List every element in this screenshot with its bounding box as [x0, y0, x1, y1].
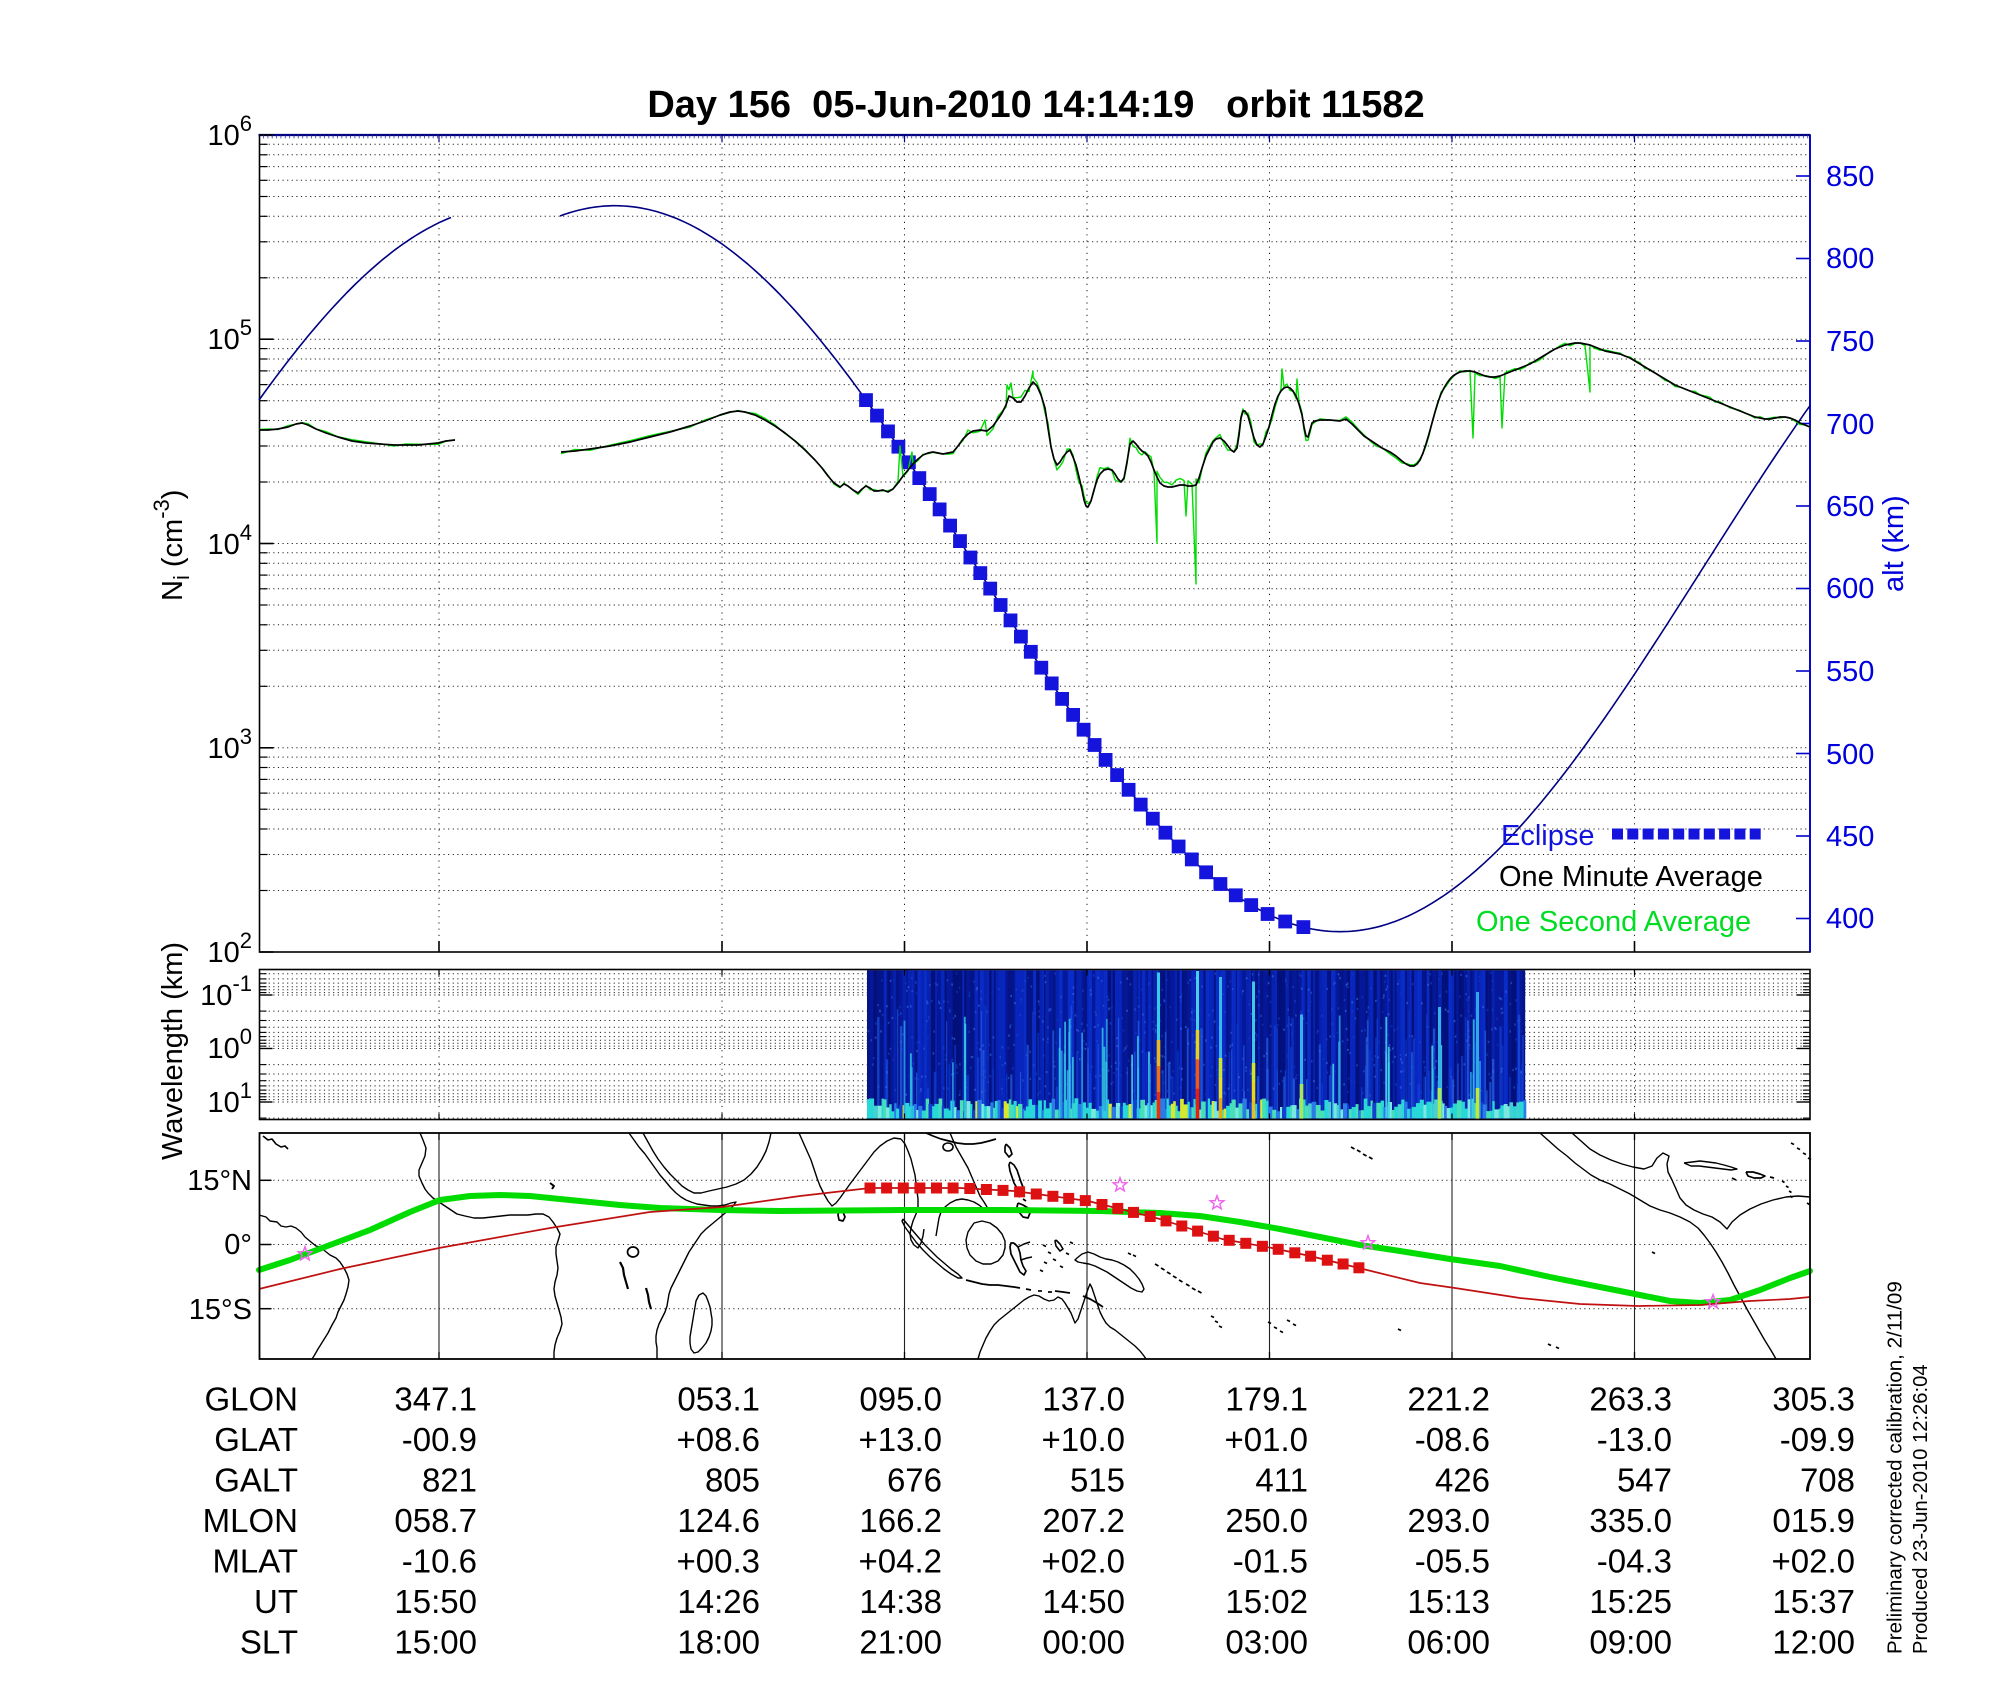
svg-text:Produced 23-Jun-2010 12:26:04: Produced 23-Jun-2010 12:26:04 [1910, 1364, 1932, 1654]
svg-text:305.3: 305.3 [1772, 1381, 1855, 1418]
svg-text:GLON: GLON [204, 1381, 298, 1418]
svg-text:-08.6: -08.6 [1415, 1421, 1490, 1458]
svg-text:Eclipse: Eclipse [1501, 820, 1595, 852]
svg-text:15:37: 15:37 [1772, 1583, 1855, 1620]
svg-text:alt (km): alt (km) [1878, 495, 1910, 592]
svg-text:800: 800 [1826, 243, 1874, 275]
svg-text:250.0: 250.0 [1225, 1502, 1308, 1539]
svg-text:+01.0: +01.0 [1225, 1421, 1309, 1458]
svg-text:207.2: 207.2 [1042, 1502, 1125, 1539]
svg-text:821: 821 [422, 1462, 477, 1499]
svg-text:GLAT: GLAT [214, 1421, 298, 1458]
svg-text:600: 600 [1826, 573, 1874, 605]
svg-text:676: 676 [887, 1462, 942, 1499]
svg-text:14:50: 14:50 [1042, 1583, 1125, 1620]
svg-text:700: 700 [1826, 409, 1874, 441]
svg-text:15:00: 15:00 [394, 1624, 477, 1661]
svg-text:+02.0: +02.0 [1772, 1543, 1856, 1580]
svg-text:15:25: 15:25 [1589, 1583, 1672, 1620]
svg-text:03:00: 03:00 [1225, 1624, 1308, 1661]
svg-text:Day 156 05-Jun-2010 14:14:19: Day 156 05-Jun-2010 14:14:19 orbit 11582 [647, 84, 1424, 126]
svg-text:293.0: 293.0 [1407, 1502, 1490, 1539]
svg-text:Preliminary corrected calibrat: Preliminary corrected calibration, 2/11/… [1884, 1281, 1907, 1654]
svg-text:-10.6: -10.6 [402, 1543, 477, 1580]
svg-text:708: 708 [1800, 1462, 1855, 1499]
svg-text:450: 450 [1826, 821, 1874, 853]
svg-text:650: 650 [1826, 491, 1874, 523]
svg-text:0°: 0° [224, 1229, 252, 1261]
svg-text:+10.0: +10.0 [1042, 1421, 1126, 1458]
svg-text:18:00: 18:00 [677, 1624, 760, 1661]
svg-text:One Minute Average: One Minute Average [1499, 861, 1763, 893]
svg-text:-09.9: -09.9 [1780, 1421, 1855, 1458]
svg-text:15°N: 15°N [187, 1165, 252, 1197]
svg-text:124.6: 124.6 [677, 1502, 760, 1539]
svg-text:MLAT: MLAT [212, 1543, 298, 1580]
svg-text:+08.6: +08.6 [677, 1421, 761, 1458]
svg-text:095.0: 095.0 [859, 1381, 942, 1418]
svg-text:750: 750 [1826, 326, 1874, 358]
svg-text:MLON: MLON [203, 1502, 298, 1539]
svg-text:+04.2: +04.2 [859, 1543, 943, 1580]
svg-text:Wavelength (km): Wavelength (km) [157, 942, 189, 1160]
svg-text:805: 805 [705, 1462, 760, 1499]
svg-text:15:13: 15:13 [1407, 1583, 1490, 1620]
svg-text:15°S: 15°S [189, 1294, 252, 1326]
svg-text:179.1: 179.1 [1225, 1381, 1308, 1418]
svg-text:-13.0: -13.0 [1597, 1421, 1672, 1458]
svg-text:06:00: 06:00 [1407, 1624, 1490, 1661]
svg-text:14:38: 14:38 [859, 1583, 942, 1620]
svg-text:-00.9: -00.9 [402, 1421, 477, 1458]
svg-text:09:00: 09:00 [1589, 1624, 1672, 1661]
svg-text:+13.0: +13.0 [859, 1421, 943, 1458]
svg-text:550: 550 [1826, 656, 1874, 688]
svg-text:137.0: 137.0 [1042, 1381, 1125, 1418]
svg-text:015.9: 015.9 [1772, 1502, 1855, 1539]
svg-text:One Second Average: One Second Average [1476, 906, 1751, 938]
svg-text:+00.3: +00.3 [677, 1543, 761, 1580]
svg-text:053.1: 053.1 [677, 1381, 760, 1418]
svg-text:347.1: 347.1 [394, 1381, 477, 1418]
svg-text:Ni (cm-3): Ni (cm-3) [149, 490, 194, 601]
svg-text:058.7: 058.7 [394, 1502, 477, 1539]
svg-text:UT: UT [254, 1583, 298, 1620]
svg-text:335.0: 335.0 [1589, 1502, 1672, 1539]
svg-text:15:50: 15:50 [394, 1583, 477, 1620]
svg-text:-01.5: -01.5 [1233, 1543, 1308, 1580]
svg-text:221.2: 221.2 [1407, 1381, 1490, 1418]
svg-text:+02.0: +02.0 [1042, 1543, 1126, 1580]
svg-text:547: 547 [1617, 1462, 1672, 1499]
svg-text:-04.3: -04.3 [1597, 1543, 1672, 1580]
svg-text:166.2: 166.2 [859, 1502, 942, 1539]
svg-text:21:00: 21:00 [859, 1624, 942, 1661]
svg-text:14:26: 14:26 [677, 1583, 760, 1620]
svg-text:426: 426 [1435, 1462, 1490, 1499]
svg-text:500: 500 [1826, 739, 1874, 771]
svg-text:12:00: 12:00 [1772, 1624, 1855, 1661]
svg-text:411: 411 [1255, 1462, 1308, 1499]
svg-text:-05.5: -05.5 [1415, 1543, 1490, 1580]
svg-text:15:02: 15:02 [1225, 1583, 1308, 1620]
svg-text:GALT: GALT [214, 1462, 298, 1499]
svg-text:400: 400 [1826, 903, 1874, 935]
svg-text:263.3: 263.3 [1589, 1381, 1672, 1418]
svg-text:850: 850 [1826, 161, 1874, 193]
svg-text:00:00: 00:00 [1042, 1624, 1125, 1661]
svg-text:515: 515 [1070, 1462, 1125, 1499]
svg-text:SLT: SLT [240, 1624, 298, 1661]
